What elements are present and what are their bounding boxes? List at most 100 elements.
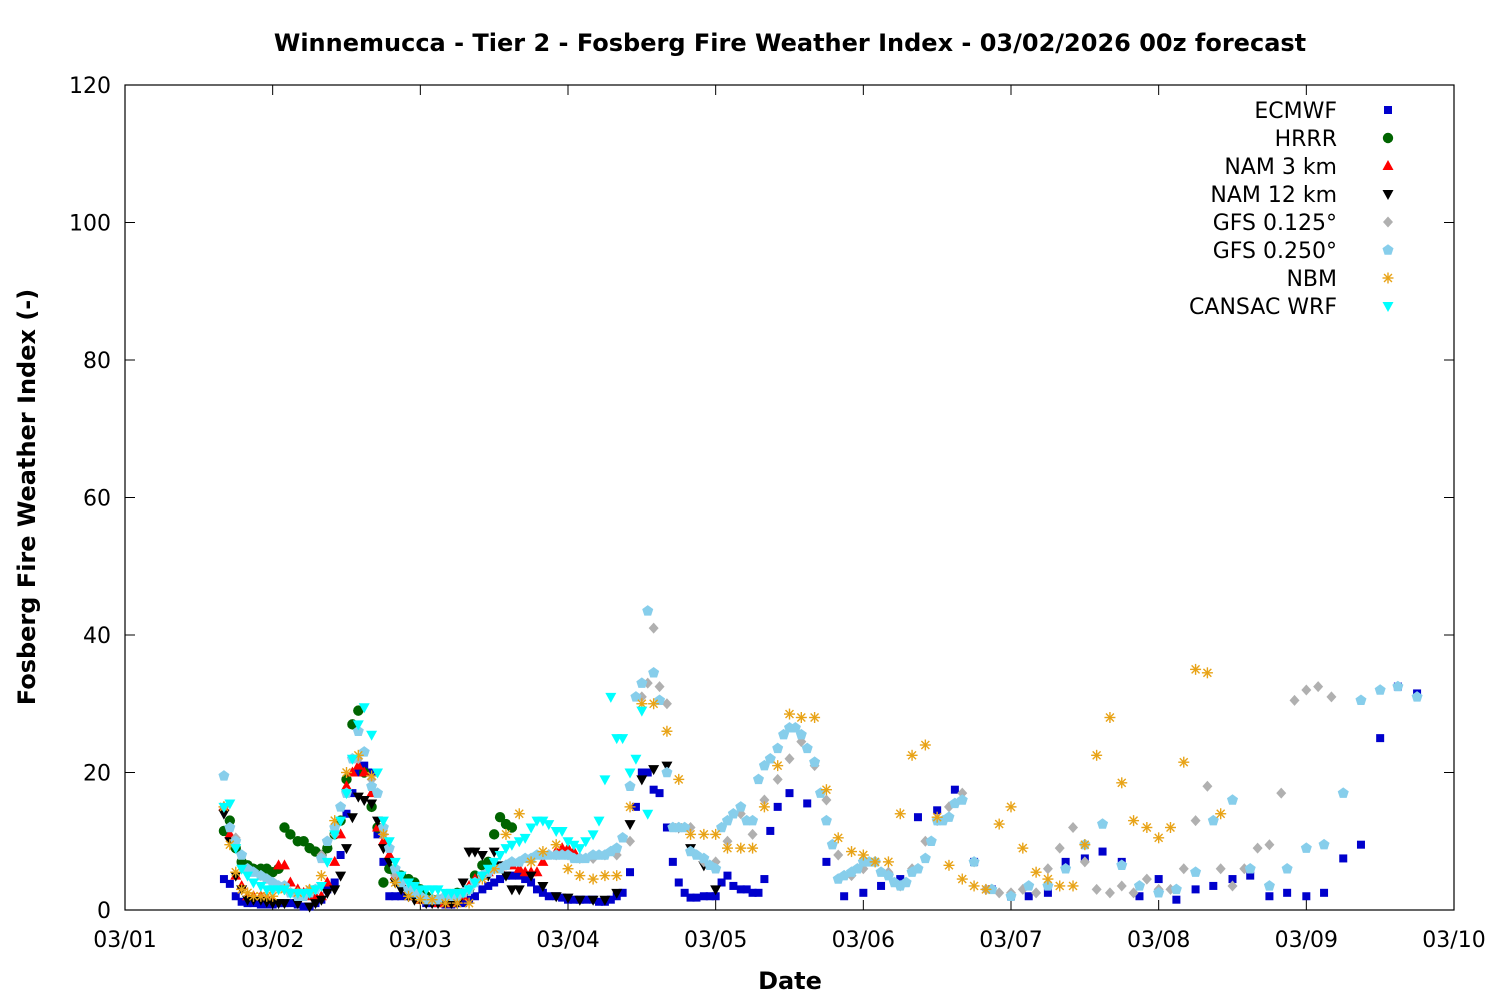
data-point <box>721 842 733 854</box>
data-point <box>1061 857 1070 866</box>
data-point <box>624 780 636 791</box>
data-point <box>352 792 364 803</box>
data-point <box>1301 684 1312 696</box>
data-point <box>278 885 290 896</box>
data-point <box>383 849 395 859</box>
data-point <box>1133 880 1145 891</box>
data-point <box>500 828 512 840</box>
data-point <box>820 784 832 796</box>
data-point <box>383 842 395 853</box>
data-point <box>574 895 586 906</box>
data-point <box>550 892 562 903</box>
data-point <box>1263 880 1275 891</box>
data-point <box>500 871 512 882</box>
x-tick-label: 03/07 <box>979 928 1042 953</box>
data-point <box>543 820 555 831</box>
data-point <box>605 692 617 703</box>
data-point <box>735 842 747 854</box>
data-point <box>515 871 524 880</box>
legend-marker <box>1382 190 1394 200</box>
data-point <box>630 691 642 702</box>
data-point <box>896 875 905 884</box>
plot-border <box>124 84 1455 911</box>
data-point <box>933 806 942 815</box>
data-point <box>1215 808 1227 820</box>
data-point <box>513 837 525 848</box>
data-point <box>562 863 574 875</box>
data-point <box>525 871 537 882</box>
data-point <box>1141 873 1152 885</box>
data-point <box>506 840 518 851</box>
data-point <box>1054 880 1066 892</box>
data-point <box>1005 801 1017 813</box>
data-point <box>513 885 525 896</box>
data-point <box>377 828 389 840</box>
data-point <box>894 808 906 820</box>
data-point <box>655 789 664 798</box>
data-point <box>643 768 652 777</box>
data-point <box>599 895 611 906</box>
data-point <box>912 862 924 874</box>
data-point <box>993 818 1005 830</box>
data-point <box>956 794 968 805</box>
x-axis: 03/01 03/02 03/03 03/04 03/05 03/06 03/07 03/08… <box>93 85 1486 953</box>
data-point <box>648 698 660 710</box>
data-point <box>599 870 611 882</box>
data-point <box>1153 832 1165 844</box>
data-point <box>538 888 547 897</box>
data-point <box>377 835 389 846</box>
data-point <box>820 814 832 826</box>
data-point <box>1355 694 1367 705</box>
data-point <box>230 835 242 846</box>
data-point <box>469 878 481 889</box>
data-point <box>950 785 959 794</box>
data-point <box>832 832 844 844</box>
data-point <box>224 799 236 810</box>
legend-marker <box>1383 216 1393 228</box>
y-tick-label: 60 <box>83 487 111 512</box>
data-point <box>748 888 757 897</box>
data-point <box>298 836 309 847</box>
data-point <box>1005 890 1017 901</box>
data-point <box>593 816 605 827</box>
data-point <box>795 712 807 723</box>
data-point <box>1228 875 1237 884</box>
data-point <box>624 768 636 779</box>
y-tick-label: 40 <box>83 624 111 649</box>
data-point <box>360 761 369 770</box>
data-point <box>408 881 420 892</box>
data-point <box>358 766 370 777</box>
data-point <box>218 802 230 813</box>
data-point <box>278 859 290 870</box>
data-point <box>484 881 493 890</box>
data-point <box>315 870 327 882</box>
data-point <box>624 820 636 831</box>
data-point <box>1042 863 1053 875</box>
y-tick-label: 0 <box>97 899 111 924</box>
data-point <box>377 816 389 827</box>
data-point <box>1042 873 1054 885</box>
data-point <box>470 892 479 901</box>
data-point <box>809 712 821 723</box>
data-point <box>747 828 758 840</box>
data-point <box>414 894 426 906</box>
data-point <box>773 802 782 811</box>
data-point <box>654 694 666 705</box>
data-point <box>994 887 1005 899</box>
data-point <box>354 768 363 777</box>
data-point <box>617 734 629 745</box>
data-point <box>1097 818 1109 829</box>
data-point <box>494 851 506 861</box>
data-point <box>789 722 801 733</box>
data-point <box>599 775 611 786</box>
x-tick-label: 03/06 <box>832 928 895 953</box>
data-point <box>784 708 795 720</box>
data-point <box>519 833 531 844</box>
data-point <box>931 811 943 823</box>
data-point <box>919 852 931 864</box>
data-point <box>1098 847 1107 856</box>
data-point <box>341 774 352 785</box>
legend-label: NAM 12 km <box>1210 183 1337 208</box>
data-point <box>219 875 228 884</box>
data-point <box>352 725 364 736</box>
